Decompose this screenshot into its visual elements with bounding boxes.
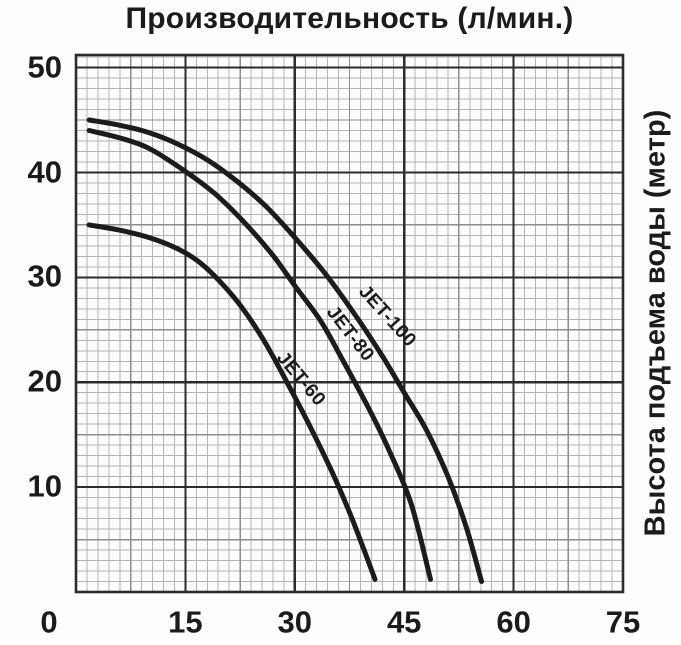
grid-major-lines [76,55,623,592]
x-tick-label-45: 45 [386,604,422,640]
grid-medium-lines [76,55,623,592]
x-tick-label-75: 75 [605,604,641,640]
x-tick-label-30: 30 [277,604,313,640]
x-tick-label-15: 15 [168,604,203,640]
pump-curve-jet-60 [86,222,378,582]
plot-border [74,53,625,594]
x-tick-label-60: 60 [496,604,531,640]
x-tick-label-0: 0 [40,604,58,640]
chart-title: Производительность (л/мин.) [125,2,574,35]
y-axis-label: Высота подъема воды (метр) [639,109,672,537]
y-tick-label-30: 30 [27,258,62,294]
pump-curve-jet-100 [86,117,484,584]
y-tick-label-20: 20 [27,363,62,399]
y-tick-label-10: 10 [27,468,62,504]
y-tick-label-50: 50 [27,48,62,84]
pump-curves [86,117,484,584]
pump-curve-jet-80 [86,128,433,582]
y-tick-label-40: 40 [27,153,62,189]
